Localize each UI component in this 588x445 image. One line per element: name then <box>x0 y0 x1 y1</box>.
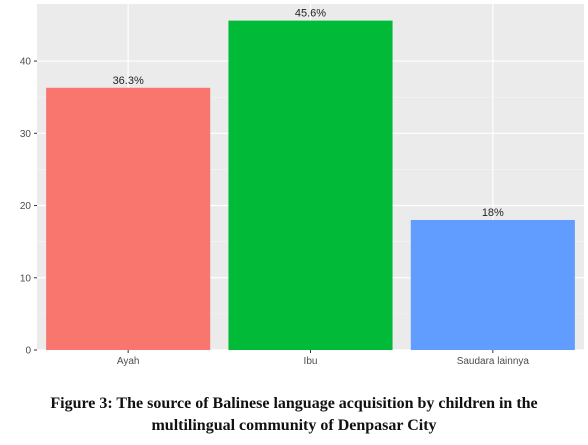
figure-caption: Figure 3: The source of Balinese languag… <box>0 393 588 437</box>
bar-chart: 36.3% 45.6% 18% 0 10 20 30 40 Ayah Ibu Saudara la… <box>20 4 584 367</box>
chart-canvas: 36.3% 45.6% 18% 0 10 20 30 40 Ayah Ibu Saudara la… <box>20 4 584 367</box>
y-tick-label: 30 <box>20 129 32 140</box>
bar-value-label: 36.3% <box>113 75 144 87</box>
x-tick-label: Ayah <box>117 356 140 367</box>
axes: 0 10 20 30 40 Ayah Ibu Saudara lainnya <box>20 57 530 367</box>
bar <box>410 219 575 350</box>
bar <box>228 20 393 351</box>
y-tick-label: 10 <box>20 273 32 284</box>
bar-value-label: 45.6% <box>295 8 326 20</box>
data-labels: 36.3% 45.6% 18% <box>113 8 504 219</box>
x-tick-label: Saudara lainnya <box>457 356 530 367</box>
y-tick-label: 20 <box>20 201 32 212</box>
bars <box>46 20 575 351</box>
x-tick-label: Ibu <box>304 356 318 367</box>
y-tick-label: 0 <box>25 346 31 357</box>
bar <box>46 87 211 350</box>
caption-line-1: Figure 3: The source of Balinese languag… <box>50 395 538 412</box>
caption-line-2: multilingual community of Denpasar City <box>151 417 437 434</box>
bar-value-label: 18% <box>482 207 504 219</box>
y-tick-label: 40 <box>20 57 32 68</box>
